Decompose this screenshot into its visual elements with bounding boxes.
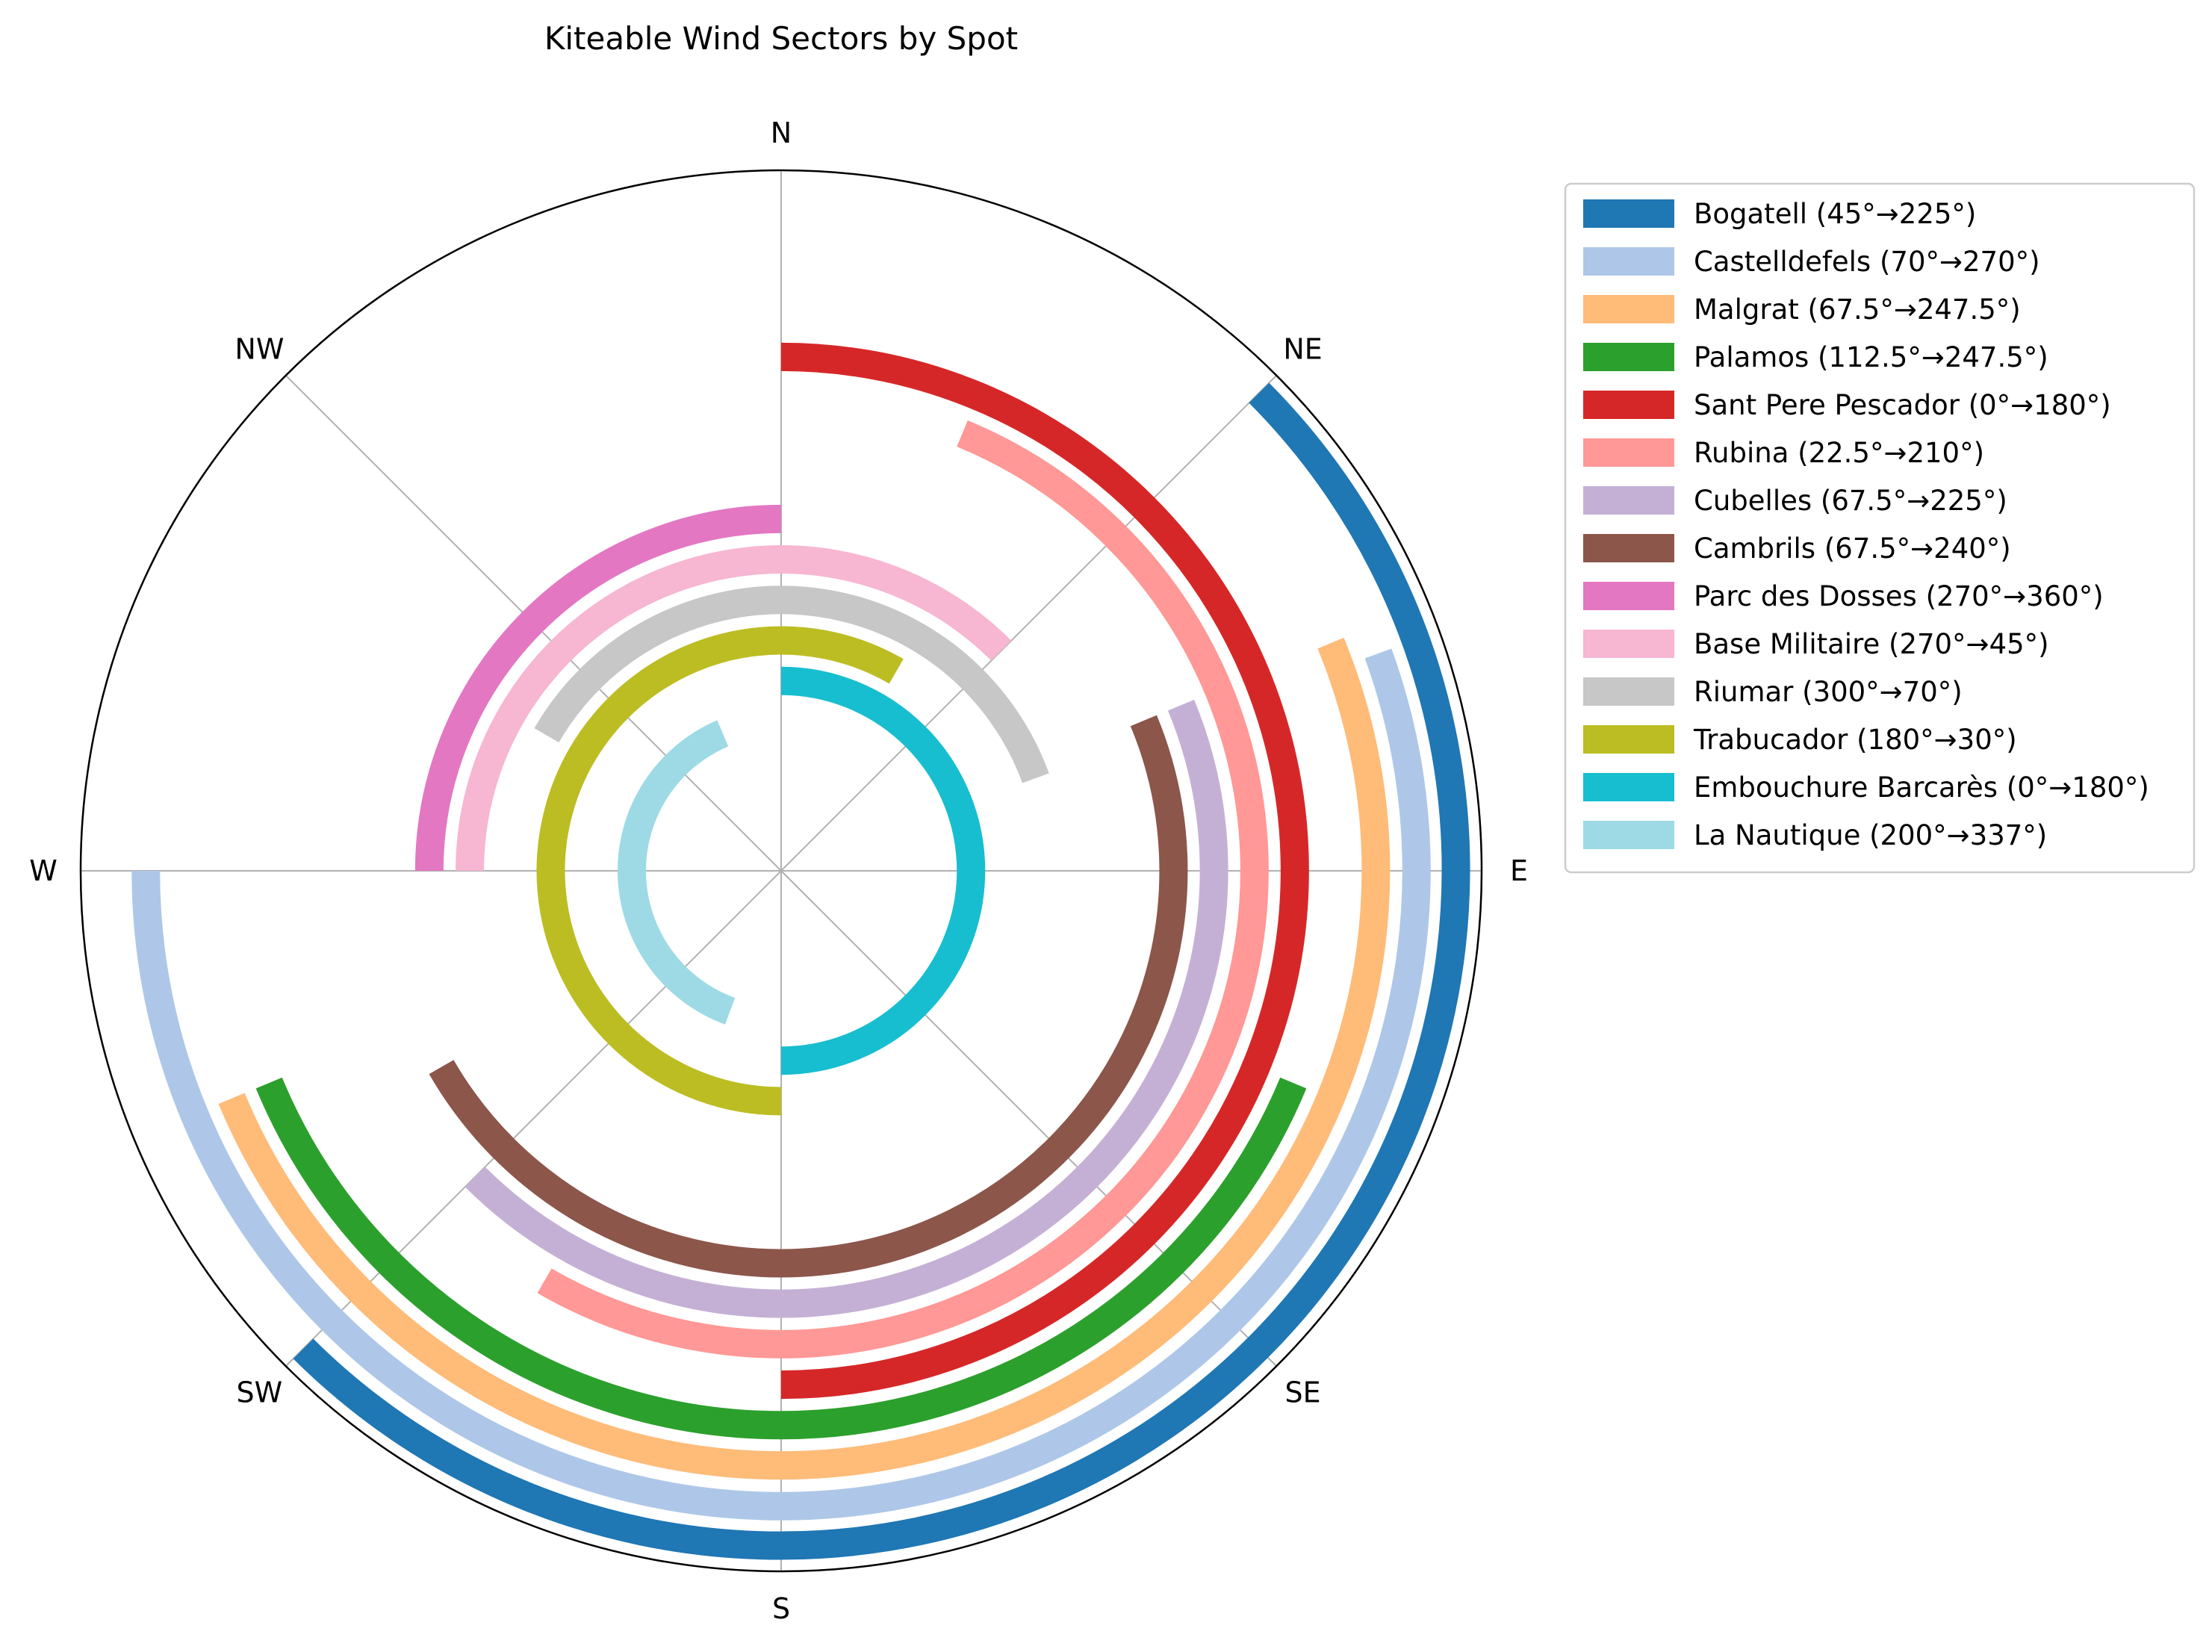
arc-base-militaire (456, 545, 1012, 872)
legend-swatch (1583, 677, 1674, 706)
legend-swatch (1583, 725, 1674, 754)
legend: Bogatell (45°→225°) Castelldefels (70°→27… (1564, 182, 2196, 874)
arc-malgrat (218, 637, 1391, 1480)
arc-cambrils (429, 715, 1188, 1278)
direction-label-s: S (772, 1592, 790, 1625)
legend-swatch (1583, 821, 1674, 849)
arc-trabucador (536, 626, 904, 1116)
legend-label: Bogatell (45°→225°) (1694, 198, 1976, 230)
arc-embouchure-barcar-s (780, 666, 986, 1075)
direction-label-e: E (1510, 854, 1528, 887)
grid-spoke (780, 375, 1277, 872)
outer-circle (79, 169, 1483, 1573)
direction-label-sw: SW (237, 1376, 283, 1409)
legend-label: La Nautique (200°→337°) (1694, 819, 2047, 851)
chart-title: Kiteable Wind Sectors by Spot (544, 20, 1018, 57)
legend-swatch (1583, 773, 1674, 801)
legend-label: Parc des Dosses (270°→360°) (1694, 580, 2104, 612)
legend-label: Palamos (112.5°→247.5°) (1694, 341, 2048, 373)
direction-label-se: SE (1285, 1376, 1321, 1409)
legend-label: Cubelles (67.5°→225°) (1694, 485, 2007, 517)
legend-swatch (1583, 486, 1674, 515)
direction-labels: N NE E SE S SW W NW (29, 117, 1528, 1625)
legend-label: Riumar (300°→70°) (1694, 676, 1963, 708)
legend-label: Embouchure Barcarès (0°→180°) (1694, 771, 2149, 804)
legend-swatch (1583, 630, 1674, 658)
arc-castelldefels (131, 648, 1431, 1521)
arc-palamos (255, 1077, 1307, 1440)
direction-label-w: W (29, 854, 58, 887)
legend-label: Malgrat (67.5°→247.5°) (1694, 294, 2021, 326)
legend-label: Cambrils (67.5°→240°) (1694, 532, 2011, 565)
direction-label-nw: NW (234, 332, 284, 365)
legend-label: Base Militaire (270°→45°) (1694, 628, 2049, 660)
legend-label: Trabucador (180°→30°) (1693, 724, 2017, 756)
legend-swatch (1583, 343, 1674, 371)
direction-label-n: N (771, 117, 792, 149)
arc-parc-des-dosses (414, 504, 782, 872)
arc-la-nautique (618, 720, 736, 1025)
arc-series (131, 342, 1470, 1560)
legend-box (1564, 182, 2196, 874)
arc-cubelles (465, 699, 1228, 1318)
legend-label: Rubina (22.5°→210°) (1694, 437, 1984, 469)
legend-label: Castelldefels (70°→270°) (1694, 246, 2040, 278)
legend-swatch (1583, 199, 1674, 228)
legend-swatch (1583, 391, 1674, 419)
legend-swatch (1583, 247, 1674, 276)
legend-swatch (1583, 438, 1674, 467)
arc-bogatell (293, 382, 1470, 1560)
polar-grid (79, 169, 1483, 1573)
arc-sant-pere-pescador (780, 342, 1309, 1400)
legend-swatch (1583, 534, 1674, 562)
legend-swatch (1583, 582, 1674, 610)
legend-label: Sant Pere Pescador (0°→180°) (1694, 389, 2111, 421)
direction-label-ne: NE (1283, 332, 1322, 365)
arc-riumar (534, 586, 1049, 783)
arc-rubina (537, 420, 1269, 1358)
legend-swatch (1583, 295, 1674, 323)
